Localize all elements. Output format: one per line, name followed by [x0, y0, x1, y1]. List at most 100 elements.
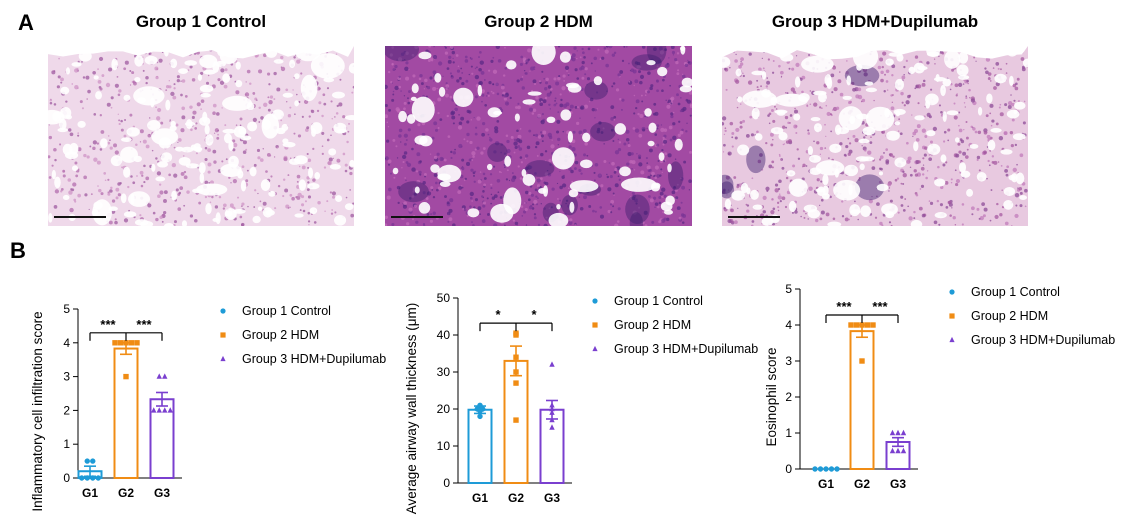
- eosinophil-score-chart: 0 1 2 3 4 5 Eosinophil score G1 G2 G3 *** ***: [764, 282, 918, 491]
- data-point: [889, 429, 896, 436]
- data-point: [513, 380, 519, 386]
- data-point: [477, 413, 483, 420]
- image-title-group2: Group 2 HDM: [484, 12, 593, 31]
- image-title-group3: Group 3 HDM+Dupilumab: [771, 12, 979, 31]
- data-point: [167, 407, 173, 413]
- data-point: [859, 358, 865, 364]
- legend-circle: [592, 298, 598, 304]
- data-point: [79, 475, 85, 481]
- y-tick-label: 5: [785, 282, 792, 296]
- legend-marker: [949, 289, 955, 295]
- data-point: [117, 340, 124, 346]
- y-tick-label: 3: [63, 370, 70, 384]
- y-tick-label: 3: [785, 354, 792, 368]
- data-point: [812, 466, 818, 472]
- y-tick-label: 50: [437, 291, 451, 305]
- data-point: [123, 373, 129, 380]
- legend-triangle: [949, 336, 955, 343]
- legend-marker: [592, 345, 598, 352]
- bar-g2: [849, 330, 875, 471]
- image-title-group1: Group 1 Control: [135, 12, 267, 31]
- legend-item-group1: Group 1 Control: [216, 299, 386, 323]
- data-point: [90, 475, 96, 481]
- x-tick-label: G1: [472, 491, 488, 505]
- bar-g1: [467, 408, 493, 484]
- y-tick-label: 4: [785, 318, 792, 332]
- data-point: [84, 475, 90, 481]
- data-point: [834, 466, 840, 472]
- significance-label: ***: [100, 317, 116, 332]
- data-point: [900, 447, 907, 454]
- legend-item-group3: Group 3 HDM+Dupilumab: [216, 347, 386, 371]
- legend-chart1: Group 1 Control Group 2 HDM Group 3 HDM+…: [216, 299, 386, 371]
- y-tick-label: 40: [437, 328, 451, 342]
- significance-label: *: [495, 307, 501, 322]
- data-point: [549, 416, 555, 423]
- data-point: [853, 322, 860, 328]
- data-point: [123, 340, 129, 346]
- scale-bar: [391, 216, 443, 218]
- data-point: [90, 458, 96, 464]
- legend-triangle: [592, 345, 598, 352]
- legend-marker: [592, 298, 598, 304]
- airway-thickness-chart: 0 10 20 30 40 50 Average airway wall thickness…: [404, 291, 572, 515]
- y-tick-label: 30: [437, 365, 451, 379]
- y-tick-label: 20: [437, 402, 451, 416]
- x-tick-label: G1: [818, 477, 834, 491]
- x-tick-label: G2: [118, 486, 134, 500]
- y-axis-label: Eosinophil score: [764, 347, 779, 446]
- histology-image-group2: [385, 46, 692, 226]
- significance-label: ***: [136, 317, 152, 332]
- y-axis-label: Average airway wall thickness (μm): [404, 303, 419, 515]
- y-tick-label: 5: [63, 302, 70, 316]
- data-point: [156, 407, 162, 413]
- inflammatory-score-chart: 0 1 2 3 4 5 Inflammatory cell infiltration sco…: [30, 302, 182, 512]
- legend-item-group3: Group 3 HDM+Dupilumab: [945, 328, 1115, 352]
- y-tick-label: 1: [785, 426, 792, 440]
- y-axis-label: Inflammatory cell infiltration score: [30, 311, 45, 511]
- x-tick-label: G2: [508, 491, 524, 505]
- x-tick-label: G3: [890, 477, 906, 491]
- data-point: [480, 406, 486, 412]
- legend-chart3: Group 1 Control Group 2 HDM Group 3 HDM+…: [945, 280, 1115, 352]
- x-tick-label: G3: [544, 491, 560, 505]
- data-point: [864, 322, 871, 328]
- data-point: [156, 373, 162, 379]
- data-point: [477, 402, 483, 408]
- legend-marker: [949, 313, 955, 319]
- legend-marker: [949, 336, 955, 343]
- legend-square: [592, 322, 598, 328]
- x-tick-label: G1: [82, 486, 98, 500]
- scale-bar: [54, 216, 106, 218]
- data-point: [549, 405, 555, 412]
- legend-circle: [220, 308, 226, 314]
- data-point: [162, 373, 168, 379]
- legend-triangle: [220, 355, 226, 362]
- legend-item-group1: Group 1 Control: [945, 280, 1115, 304]
- data-point: [870, 322, 876, 328]
- data-point: [549, 409, 555, 415]
- significance-label: ***: [836, 299, 852, 314]
- y-tick-label: 4: [63, 336, 70, 350]
- legend-circle: [949, 289, 955, 295]
- legend-marker: [220, 332, 226, 338]
- legend-square: [220, 332, 226, 338]
- legend-item-group2: Group 2 HDM: [216, 323, 386, 347]
- data-point: [895, 447, 901, 454]
- data-point: [895, 429, 901, 436]
- data-point: [828, 466, 835, 472]
- panel-b-label: B: [10, 238, 26, 263]
- data-point: [549, 424, 555, 430]
- legend-item-group2: Group 2 HDM: [945, 304, 1115, 328]
- legend-marker: [220, 355, 226, 362]
- data-point: [549, 361, 555, 367]
- legend-chart2: Group 1 Control Group 2 HDM Group 3 HDM+…: [588, 289, 758, 361]
- data-point: [134, 340, 140, 346]
- y-tick-label: 0: [63, 471, 70, 485]
- legend-item-group2: Group 2 HDM: [588, 313, 758, 337]
- data-point: [513, 417, 519, 423]
- data-point: [128, 340, 135, 346]
- legend-marker: [592, 322, 598, 328]
- data-point: [151, 407, 157, 413]
- data-point: [162, 407, 168, 413]
